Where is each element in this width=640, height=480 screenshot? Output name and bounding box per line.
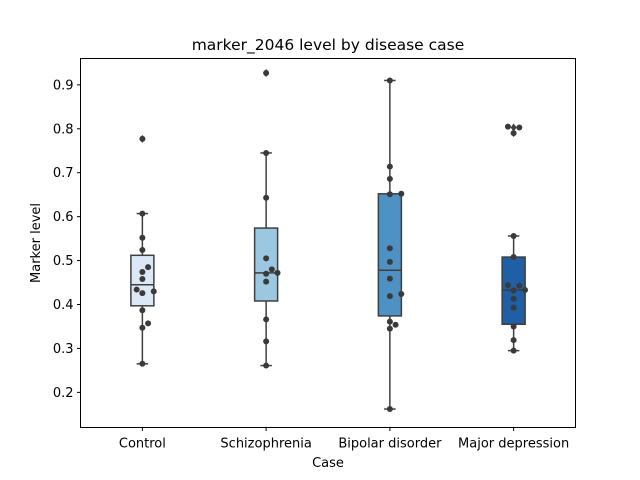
data-point [386,293,393,300]
x-axis: Control Schizophrenia Bipolar disorder Majo… [119,427,569,452]
y-axis-label: Marker level [29,203,44,283]
data-point [510,287,517,294]
data-point [139,324,146,331]
data-point [504,123,511,130]
data-point [510,254,517,261]
data-point [386,175,393,182]
data-point [263,270,270,277]
data-point [150,288,157,295]
data-point [263,338,270,345]
box-group [377,79,403,410]
data-point [510,130,517,137]
outlier-marker [510,123,517,132]
data-point [263,194,270,201]
data-point [510,295,517,302]
data-point [510,347,517,354]
data-point [263,255,270,262]
data-point [398,190,405,197]
data-point [133,286,140,293]
data-point [386,275,393,282]
y-tick-label: 0.9 [53,78,74,93]
data-point [263,69,270,76]
y-tick-label: 0.8 [53,122,74,137]
data-point [268,266,275,273]
data-point [504,282,511,289]
y-tick-label: 0.4 [53,298,74,313]
data-point [386,406,393,413]
data-point [139,276,146,283]
data-point [139,290,146,297]
y-tick-label: 0.5 [53,254,74,269]
data-point [510,304,517,311]
plot-area [130,68,529,413]
data-point [386,245,393,252]
data-point [139,247,146,254]
y-axis: 0.2 0.3 0.4 0.5 0.6 0.7 0.8 0.9 [53,78,81,401]
box-group [253,68,279,367]
iqr-box [253,227,279,302]
plot-frame [80,58,576,428]
data-point [510,337,517,344]
x-tick-label: Major depression [458,437,569,452]
x-axis-label: Case [312,456,344,471]
y-tick-label: 0.2 [53,386,74,401]
data-point [139,210,146,217]
x-tick-label: Schizophrenia [220,437,311,452]
data-point [386,258,393,265]
y-tick-label: 0.7 [53,166,74,181]
swarm-group [263,69,281,369]
data-point [139,360,146,367]
data-point [263,316,270,323]
data-point [510,232,517,239]
y-tick-label: 0.6 [53,210,74,225]
data-point [145,320,152,327]
data-point [386,77,393,84]
x-tick-label: Control [119,437,166,452]
data-point [516,124,523,131]
data-point [392,321,399,328]
data-point [263,278,270,285]
data-point [386,191,393,198]
data-point [386,318,393,325]
data-point [263,149,270,156]
data-point [139,135,146,142]
y-tick-label: 0.3 [53,342,74,357]
swarm-group [504,123,529,354]
data-point [145,264,152,271]
data-point [522,287,529,294]
data-point [139,268,146,275]
x-tick-label: Bipolar disorder [338,437,442,452]
data-point [386,163,393,170]
data-point [274,269,281,276]
data-point [139,234,146,241]
data-point [398,290,405,297]
data-point [263,362,270,369]
data-point [386,325,393,332]
swarm-group [386,77,405,413]
chart-title: marker_2046 level by disease case [192,36,465,55]
data-point [516,282,523,289]
swarm-group [133,135,157,367]
data-point [510,323,517,330]
data-point [139,307,146,314]
